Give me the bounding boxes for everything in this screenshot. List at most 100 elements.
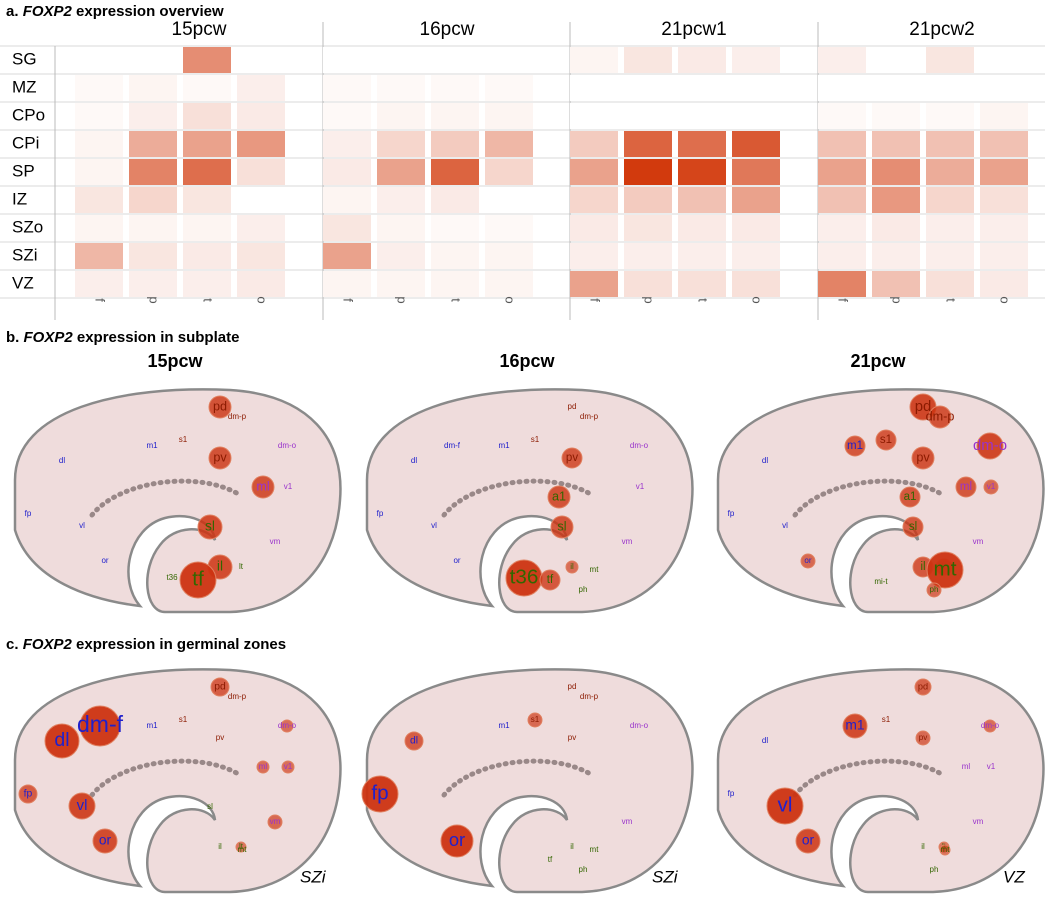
region-label: pv bbox=[216, 733, 224, 742]
brain-outline bbox=[13, 388, 342, 614]
heat-cell bbox=[980, 159, 1028, 185]
row-label: SP bbox=[12, 161, 35, 180]
heat-cell bbox=[237, 271, 285, 297]
region-label: v1 bbox=[636, 482, 645, 491]
heat-cell bbox=[818, 243, 866, 269]
region-label: pd bbox=[568, 402, 577, 411]
region-label: or bbox=[99, 833, 112, 848]
column-label: o bbox=[750, 296, 765, 303]
region-label: ml bbox=[256, 479, 269, 493]
group-label: 21pcw1 bbox=[661, 19, 727, 40]
region-label: t36 bbox=[510, 565, 539, 588]
heat-cell bbox=[678, 187, 726, 213]
region-label: dl bbox=[762, 456, 768, 465]
heat-cell bbox=[485, 159, 533, 185]
heat-cell bbox=[75, 271, 123, 297]
region-bubble bbox=[766, 787, 804, 825]
heat-cell bbox=[75, 131, 123, 157]
heat-cell bbox=[377, 75, 425, 101]
region-bubble bbox=[361, 775, 399, 813]
heat-cell bbox=[485, 131, 533, 157]
heat-cell bbox=[678, 47, 726, 73]
region-label: dm-o bbox=[278, 441, 297, 450]
region-label: or bbox=[453, 556, 460, 565]
region-bubble bbox=[281, 760, 295, 774]
heat-cell bbox=[818, 47, 866, 73]
region-label: ph bbox=[930, 865, 939, 874]
region-bubble bbox=[902, 516, 924, 538]
region-label: s1 bbox=[531, 435, 540, 444]
region-bubble bbox=[44, 723, 80, 759]
heat-cell bbox=[237, 243, 285, 269]
heat-cell bbox=[732, 47, 780, 73]
heat-cell bbox=[377, 103, 425, 129]
fissure-dots bbox=[792, 758, 946, 798]
brain-title: 21pcw bbox=[850, 351, 906, 371]
region-label: pd bbox=[918, 681, 928, 691]
heat-cell bbox=[75, 103, 123, 129]
zone-label: SZi bbox=[300, 867, 327, 886]
region-label: dm-p bbox=[228, 692, 247, 701]
region-label: mi-t bbox=[874, 577, 888, 586]
heat-cell bbox=[872, 159, 920, 185]
heat-cell bbox=[624, 159, 672, 185]
heat-cell bbox=[678, 131, 726, 157]
heat-cell bbox=[872, 215, 920, 241]
row-label: IZ bbox=[12, 189, 27, 208]
region-label: s1 bbox=[880, 434, 892, 446]
heat-cell bbox=[570, 159, 618, 185]
heat-cell bbox=[237, 103, 285, 129]
heat-cell bbox=[732, 271, 780, 297]
row-label: SZi bbox=[12, 245, 38, 264]
region-label: dm-o bbox=[981, 721, 1000, 730]
column-label: p bbox=[147, 296, 162, 303]
heat-cell bbox=[431, 187, 479, 213]
region-label: vm bbox=[270, 817, 281, 826]
region-bubble bbox=[844, 435, 866, 457]
heat-cell bbox=[872, 271, 920, 297]
heat-cell bbox=[431, 271, 479, 297]
region-label: tf bbox=[192, 567, 204, 590]
row-label: CPi bbox=[12, 133, 39, 152]
region-label: dm-o bbox=[630, 721, 649, 730]
region-label: dl bbox=[410, 736, 418, 747]
region-label: fp bbox=[25, 509, 32, 518]
heat-cell bbox=[926, 271, 974, 297]
heat-cell bbox=[926, 187, 974, 213]
heat-cell bbox=[183, 187, 231, 213]
heat-cell bbox=[732, 187, 780, 213]
heat-cell bbox=[926, 159, 974, 185]
brain-outline bbox=[13, 668, 342, 894]
region-bubble bbox=[197, 514, 223, 540]
region-bubble bbox=[899, 486, 921, 508]
heat-cell bbox=[377, 243, 425, 269]
heat-cell bbox=[75, 243, 123, 269]
region-label: ml bbox=[259, 762, 268, 771]
region-label: fp bbox=[24, 789, 33, 800]
region-label: a1 bbox=[904, 491, 917, 503]
region-label: or bbox=[802, 833, 815, 848]
heat-cell bbox=[818, 75, 866, 101]
region-label: fp bbox=[728, 509, 735, 518]
region-label: vl bbox=[79, 521, 85, 530]
heat-cell bbox=[129, 271, 177, 297]
region-label: pv bbox=[566, 452, 578, 464]
region-label: mt bbox=[590, 845, 600, 854]
heat-cell bbox=[183, 103, 231, 129]
region-label: pd bbox=[915, 398, 932, 415]
heat-cell bbox=[570, 47, 618, 73]
region-bubble bbox=[550, 515, 574, 539]
heat-cell bbox=[237, 159, 285, 185]
group-label: 16pcw bbox=[420, 19, 475, 40]
heat-cell bbox=[678, 271, 726, 297]
region-label: dm-p bbox=[228, 412, 247, 421]
row-label: VZ bbox=[12, 273, 34, 292]
region-bubble bbox=[404, 731, 424, 751]
heat-cell bbox=[75, 215, 123, 241]
heat-cell bbox=[624, 47, 672, 73]
heat-cell bbox=[624, 75, 672, 101]
region-label: or bbox=[449, 829, 465, 850]
region-bubble bbox=[547, 485, 571, 509]
heat-cell bbox=[75, 75, 123, 101]
